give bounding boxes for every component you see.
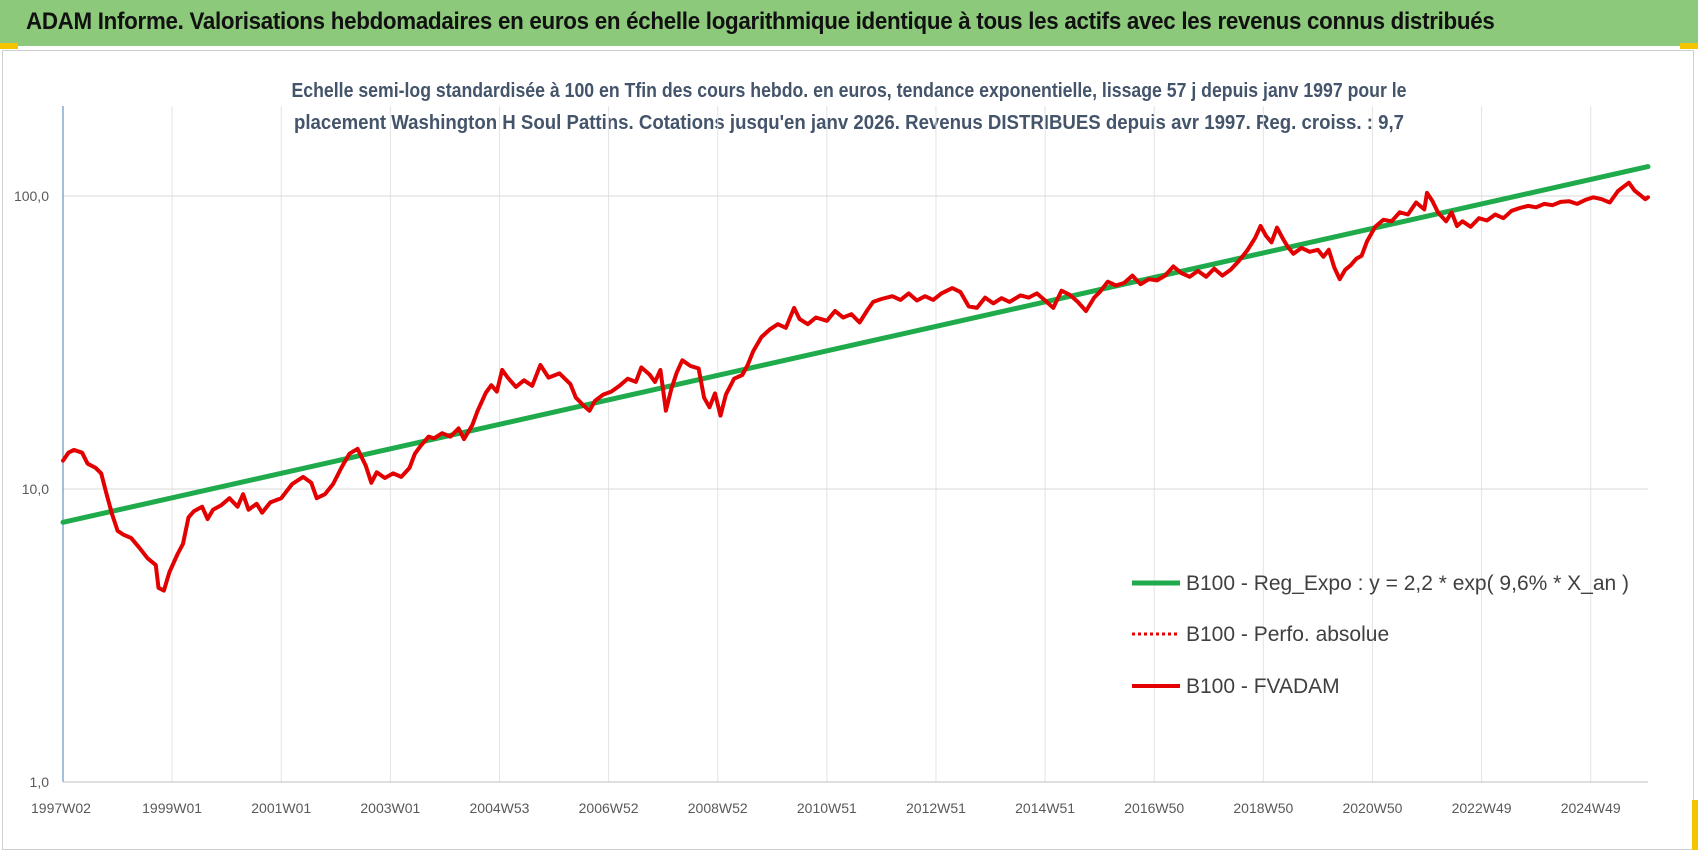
legend-label: B100 - FVADAM <box>1186 675 1340 698</box>
x-tick-label: 2004W53 <box>470 800 530 816</box>
x-tick-label: 2018W50 <box>1233 800 1293 816</box>
chart-frame <box>2 50 1694 850</box>
x-tick-label: 2010W51 <box>797 800 857 816</box>
x-tick-label: 2001W01 <box>251 800 311 816</box>
x-tick-label: 2020W50 <box>1342 800 1402 816</box>
banner-title: ADAM Informe. Valorisations hebdomadaire… <box>26 8 1495 35</box>
chart-subtitle-line: placement Washington H Soul Pattins. Cot… <box>294 112 1404 134</box>
x-tick-label: 2014W51 <box>1015 800 1075 816</box>
gridlines <box>62 106 1648 782</box>
series-line <box>61 180 1650 593</box>
legend-label: B100 - Reg_Expo : y = 2,2 * exp( 9,6% * … <box>1186 572 1629 595</box>
x-tick-label: 2022W49 <box>1452 800 1512 816</box>
x-tick-label: 2003W01 <box>360 800 420 816</box>
x-tick-label: 2016W50 <box>1124 800 1184 816</box>
corner-marker-bottom-right <box>1692 800 1698 850</box>
y-tick-label: 1,0 <box>30 774 50 790</box>
x-tick-label: 1999W01 <box>142 800 202 816</box>
legend-label: B100 - Perfo. absolue <box>1186 623 1389 646</box>
y-tick-label: 10,0 <box>22 481 49 497</box>
legend: B100 - Reg_Expo : y = 2,2 * exp( 9,6% * … <box>1132 572 1629 698</box>
x-tick-label: 2006W52 <box>579 800 639 816</box>
trend-line-series <box>60 164 1651 525</box>
y-tick-label: 100,0 <box>14 188 49 204</box>
x-tick-label: 2024W49 <box>1561 800 1621 816</box>
chart-subtitle-line: Echelle semi-log standardisée à 100 en T… <box>292 80 1407 102</box>
x-tick-label: 2012W51 <box>906 800 966 816</box>
x-tick-label: 2008W52 <box>688 800 748 816</box>
corner-marker-top-right <box>1680 43 1698 49</box>
x-tick-label: 1997W02 <box>31 800 91 816</box>
series-lines <box>60 164 1651 593</box>
title-banner: ADAM Informe. Valorisations hebdomadaire… <box>0 0 1698 46</box>
corner-marker-top-left <box>0 43 18 49</box>
